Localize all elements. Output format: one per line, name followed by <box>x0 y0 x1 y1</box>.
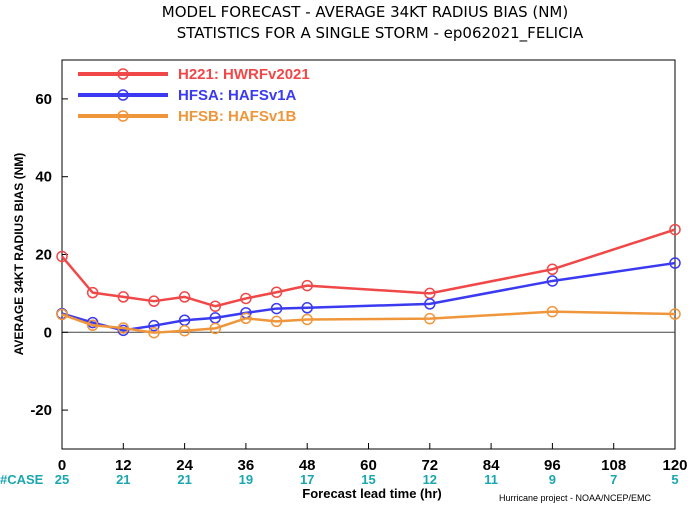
data-point-hfsb <box>546 305 559 318</box>
legend: H221: HWRFv2021 HFSA: HAFSv1A HFSB: HAFSv1… <box>78 66 310 125</box>
x-tick-label: 12 <box>115 457 132 474</box>
case-count: 11 <box>484 472 498 487</box>
series-line-hfsb <box>61 310 676 334</box>
legend-label: HFSA: HAFSv1A <box>178 87 297 104</box>
case-count: 21 <box>116 472 130 487</box>
data-point-hfsb <box>117 322 130 334</box>
data-point-hfsb <box>209 322 221 335</box>
y-tick-label: -20 <box>30 402 52 419</box>
data-point-h221 <box>546 263 559 276</box>
y-tick-label: 60 <box>35 91 52 108</box>
chart-title: MODEL FORECAST - AVERAGE 34KT RADIUS BIA… <box>162 3 568 21</box>
data-point-hfsb <box>240 312 252 325</box>
legend-swatch-marker <box>117 89 129 101</box>
y-axis-label: AVERAGE 34KT RADIUS BIAS (NM) <box>12 153 26 355</box>
case-count: 19 <box>239 472 253 487</box>
data-point-h221 <box>270 286 283 298</box>
x-tick-label: 72 <box>421 457 438 474</box>
plot-frame <box>61 59 676 450</box>
data-point-hfsa <box>148 319 160 332</box>
case-count: 17 <box>300 472 314 487</box>
case-count: 7 <box>610 472 617 487</box>
legend-swatch-marker <box>117 110 129 122</box>
x-tick-label: 84 <box>483 457 500 474</box>
case-count: 15 <box>361 472 375 487</box>
x-tick-label: 108 <box>601 457 626 474</box>
data-point-hfsa <box>301 302 313 314</box>
x-tick-label: 0 <box>58 457 66 474</box>
case-count: 5 <box>671 472 678 487</box>
data-point-h221 <box>240 292 252 305</box>
case-count: 9 <box>549 472 556 487</box>
series-line-h221 <box>61 228 676 308</box>
x-tick-label: 96 <box>544 457 561 474</box>
credit-text: Hurricane project - NOAA/NCEP/EMC <box>499 493 652 503</box>
x-axis-label: Forecast lead time (hr) <box>302 486 441 501</box>
data-point-h221 <box>301 279 313 292</box>
data-point-h221 <box>209 300 221 312</box>
data-point-hfsb <box>56 308 68 321</box>
x-tick-label: 36 <box>238 457 255 474</box>
data-point-hfsa <box>270 302 283 315</box>
y-tick-label: 20 <box>35 247 52 264</box>
case-label: #CASE <box>0 472 44 487</box>
data-point-hfsa <box>669 257 681 269</box>
x-tick-label: 120 <box>662 457 687 474</box>
data-point-hfsb <box>301 313 313 326</box>
data-point-hfsb <box>86 319 99 332</box>
legend-swatch-marker <box>117 68 129 80</box>
y-tick-label: 0 <box>44 324 52 341</box>
x-tick-label: 48 <box>299 457 316 474</box>
x-tick-label: 24 <box>176 457 193 474</box>
case-count: 21 <box>177 472 191 487</box>
data-point-h221 <box>669 223 681 236</box>
data-point-hfsa <box>546 275 559 287</box>
data-point-hfsb <box>148 326 160 339</box>
data-point-h221 <box>148 295 160 307</box>
case-count: 12 <box>423 472 437 487</box>
data-point-hfsb <box>270 315 283 328</box>
data-point-h221 <box>117 291 130 303</box>
chart-subtitle: STATISTICS FOR A SINGLE STORM - ep062021… <box>177 24 584 43</box>
y-tick-label: 40 <box>35 169 52 186</box>
data-point-hfsa <box>424 298 436 310</box>
case-count: 25 <box>55 472 69 487</box>
legend-label: H221: HWRFv2021 <box>178 66 310 83</box>
data-point-hfsb <box>424 312 436 325</box>
legend-label: HFSB: HAFSv1B <box>178 108 297 125</box>
plot-area <box>56 59 681 450</box>
data-point-h221 <box>86 286 99 299</box>
x-tick-label: 60 <box>360 457 377 474</box>
data-point-hfsb <box>669 308 681 320</box>
data-point-hfsb <box>178 324 191 337</box>
data-point-h221 <box>178 291 191 303</box>
data-point-h221 <box>56 250 68 263</box>
